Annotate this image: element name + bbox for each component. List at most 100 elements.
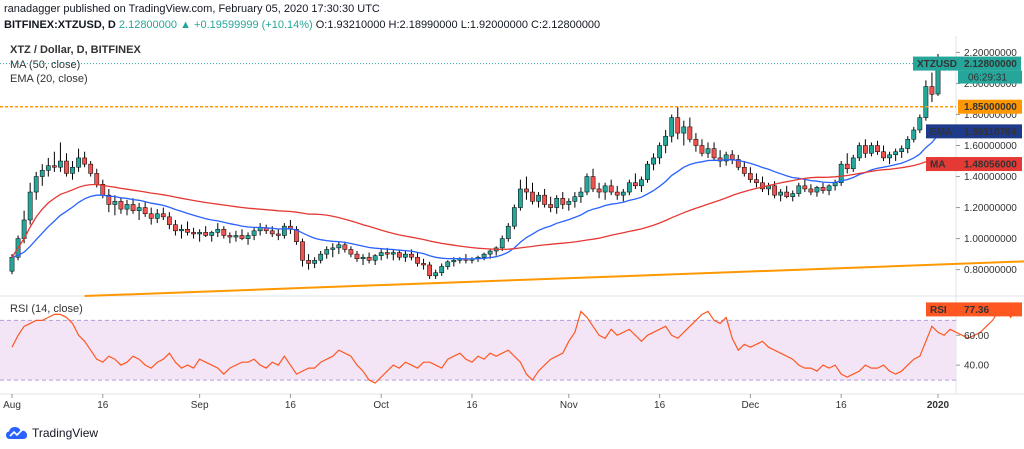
candle-body <box>711 148 717 159</box>
candle-body <box>154 213 160 219</box>
price-change: 2.12800000 ▲ +0.19599999 (+10.14%) <box>118 19 313 31</box>
candle <box>203 226 209 238</box>
candle <box>366 252 372 264</box>
candle <box>663 129 669 154</box>
candle <box>336 241 342 255</box>
candle-body <box>729 154 735 160</box>
candle-body <box>524 188 529 193</box>
symbol-tag-bg <box>913 56 1021 71</box>
y-tick-label: 2.00000000 <box>964 79 1017 90</box>
candle-body <box>723 154 729 162</box>
candle <box>239 229 245 241</box>
candle <box>905 136 911 154</box>
candle <box>651 153 656 171</box>
candle-body <box>257 227 263 232</box>
candle <box>554 195 560 214</box>
y-tick-label: 1.80000000 <box>964 110 1017 121</box>
candle-body <box>415 256 420 264</box>
rsi-tick-label: 40.00 <box>964 361 989 372</box>
candle <box>469 257 475 264</box>
candle <box>681 120 687 146</box>
time-axis[interactable]: Aug16Sep16Oct16Nov16Dec16202016Feb <box>3 394 1024 411</box>
candle <box>112 195 118 216</box>
candle <box>154 209 160 224</box>
candle <box>584 173 590 196</box>
rsi-legend[interactable]: RSI (14, close) <box>10 303 83 315</box>
candle-body <box>826 185 832 191</box>
candle <box>142 201 148 217</box>
candle-body <box>487 250 493 255</box>
candle-body <box>409 253 414 258</box>
support-trendline <box>84 260 1024 297</box>
ema-legend[interactable]: EMA (20, close) <box>10 73 88 85</box>
candle <box>348 246 354 258</box>
candle <box>820 182 826 194</box>
candle <box>251 227 257 241</box>
candle <box>76 148 81 172</box>
candle <box>118 198 124 214</box>
candle <box>191 227 196 239</box>
candle-body <box>251 230 257 236</box>
candle <box>548 196 554 213</box>
x-tick-label: 16 <box>654 400 666 411</box>
candle <box>294 226 299 245</box>
candle <box>481 252 487 261</box>
candle-body <box>306 260 311 264</box>
tradingview-logo[interactable]: TradingView <box>6 426 98 440</box>
candle-body <box>142 207 148 215</box>
candle-body <box>687 126 693 140</box>
indicator-lines <box>0 63 1024 297</box>
chart-title: XTZ / Dollar, D, BITFINEX <box>10 44 141 56</box>
candle-body <box>94 173 100 185</box>
candle-body <box>832 182 838 187</box>
candle <box>233 230 239 242</box>
candle-body <box>427 264 432 277</box>
candle <box>566 198 572 211</box>
candle <box>499 235 505 252</box>
candle <box>875 140 880 155</box>
ema-price-tag-value: 1.69110764 <box>964 127 1017 138</box>
candle <box>185 221 190 236</box>
candle-body <box>681 126 687 134</box>
candle-body <box>275 233 281 236</box>
candle <box>415 252 420 267</box>
ma-price-tag-value: 1.48056000 <box>964 160 1017 171</box>
candle-body <box>233 235 239 238</box>
candle <box>748 167 753 183</box>
candle-body <box>179 229 184 232</box>
candle <box>784 185 790 199</box>
ma-legend[interactable]: MA (50, close) <box>10 59 81 71</box>
x-tick-label: Dec <box>741 400 759 411</box>
candle-body <box>693 139 699 146</box>
candle <box>911 126 917 143</box>
candle <box>173 219 178 236</box>
candle <box>620 188 626 202</box>
candle <box>288 219 293 234</box>
candle <box>639 176 644 193</box>
candle-body <box>403 253 408 258</box>
candle-body <box>51 165 57 168</box>
candle-body <box>790 193 796 197</box>
candle-body <box>663 135 669 146</box>
ema-price-tag-bg <box>926 124 1022 139</box>
candle <box>342 241 348 253</box>
candle-body <box>294 229 299 242</box>
candle-body <box>705 148 711 154</box>
candle <box>372 254 378 265</box>
candle <box>330 243 336 258</box>
price-axis[interactable]: 2.20000000 2.00000000 1.80000000 1.60000000… <box>956 48 1017 372</box>
rsi-value-tag-bg <box>926 302 1022 317</box>
candle-body <box>863 145 868 154</box>
candle <box>542 188 547 208</box>
candle-body <box>130 204 136 211</box>
y-tick-label: 1.00000000 <box>964 234 1017 245</box>
x-tick-label: 16 <box>466 400 478 411</box>
candle-body <box>748 173 753 180</box>
candle-body <box>760 182 765 190</box>
candle-body <box>875 145 880 152</box>
candle <box>917 114 923 134</box>
candle-body <box>300 241 305 261</box>
ma-price-tag-bg <box>926 157 1022 172</box>
candle <box>390 249 396 261</box>
